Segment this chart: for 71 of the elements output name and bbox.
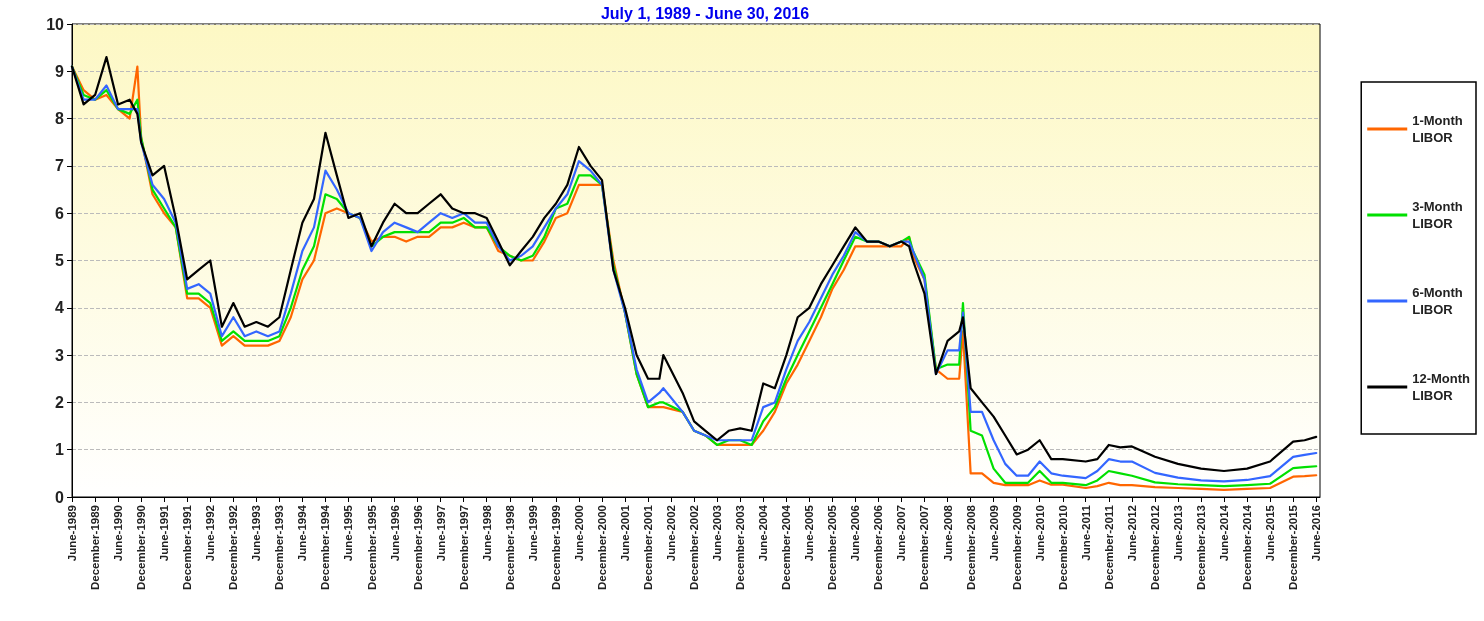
x-tick-label: December-2002 <box>688 505 701 591</box>
x-tick-label: June-2002 <box>665 505 678 562</box>
x-tick-label: December-1997 <box>457 505 470 591</box>
x-tick-label: June-2010 <box>1033 505 1046 562</box>
y-tick-label: 6 <box>55 204 65 222</box>
x-tick-label: December-1990 <box>135 505 148 591</box>
x-tick-label: December-1999 <box>549 505 562 591</box>
x-tick-label: June-2011 <box>1079 504 1092 561</box>
x-tick-label: December-2009 <box>1010 505 1023 591</box>
x-tick-label: December-2011 <box>1102 504 1115 590</box>
x-tick-label: December-1995 <box>365 504 378 591</box>
x-tick-label: June-2005 <box>803 504 816 562</box>
y-tick-label: 3 <box>55 346 65 364</box>
y-tick-label: 9 <box>55 62 65 80</box>
x-tick-label: December-2010 <box>1056 505 1069 591</box>
chart-title: July 1, 1989 - June 30, 2016 <box>600 4 810 22</box>
x-tick-label: June-1990 <box>112 505 125 562</box>
x-tick-label: June-2014 <box>1217 504 1230 562</box>
x-tick-label: December-2013 <box>1195 505 1208 591</box>
x-tick-label: June-2008 <box>941 504 954 562</box>
x-tick-label: December-1992 <box>227 505 240 591</box>
y-tick-label: 2 <box>55 393 65 411</box>
x-tick-label: December-2012 <box>1148 505 1161 591</box>
y-tick-label: 10 <box>46 15 65 33</box>
x-tick-label: June-1994 <box>296 504 309 562</box>
x-tick-label: December-1994 <box>319 504 332 591</box>
x-tick-label: June-2012 <box>1125 505 1138 562</box>
y-tick-label: 4 <box>55 299 65 317</box>
x-tick-label: June-2009 <box>987 505 1000 562</box>
legend-label: 12-Month LIBOR <box>1412 371 1471 403</box>
x-tick-label: June-1993 <box>250 505 263 562</box>
x-tick-label: June-2000 <box>572 505 585 562</box>
x-tick-label: December-2008 <box>964 504 977 591</box>
x-tick-label: June-1999 <box>526 505 539 562</box>
y-tick-label: 8 <box>55 110 65 128</box>
x-tick-label: December-2003 <box>734 505 747 591</box>
x-tick-label: December-1993 <box>273 505 286 591</box>
x-tick-label: June-2006 <box>849 505 862 562</box>
legend-label: 1-Month LIBOR <box>1412 113 1463 145</box>
x-tick-label: June-2015 <box>1264 504 1277 562</box>
x-tick-label: June-1997 <box>434 505 447 562</box>
x-tick-label: December-2014 <box>1241 504 1254 591</box>
y-tick-label: 5 <box>55 252 65 269</box>
x-tick-label: June-1995 <box>342 504 355 562</box>
x-tick-label: December-1989 <box>89 505 102 591</box>
x-tick-label: December-2006 <box>872 505 885 591</box>
x-tick-label: June-1996 <box>388 505 401 562</box>
x-tick-label: December-1991 <box>181 504 194 591</box>
x-tick-label: June-1998 <box>480 504 493 562</box>
legend-label: 6-Month LIBOR <box>1412 285 1463 317</box>
x-tick-label: December-2000 <box>596 505 609 591</box>
y-tick-label: 0 <box>55 488 65 506</box>
x-tick-label: December-2007 <box>918 505 931 591</box>
x-tick-label: June-2007 <box>895 505 908 562</box>
y-tick-label: 7 <box>55 157 65 175</box>
x-tick-label: June-1989 <box>66 505 78 562</box>
x-tick-label: June-1991 <box>158 504 171 562</box>
x-tick-label: December-1996 <box>411 505 424 591</box>
x-tick-label: June-2013 <box>1171 505 1184 562</box>
x-tick-label: December-1998 <box>503 504 516 591</box>
x-tick-label: December-2005 <box>826 504 839 591</box>
legend-label: 3-Month LIBOR <box>1412 199 1463 231</box>
x-tick-label: June-2016 <box>1310 505 1323 562</box>
y-tick-label: 1 <box>55 441 65 459</box>
x-tick-label: June-2004 <box>757 504 770 562</box>
x-tick-label: December-2001 <box>642 504 655 591</box>
x-tick-label: December-2004 <box>780 504 793 591</box>
x-tick-label: June-1992 <box>204 505 217 562</box>
x-tick-label: June-2003 <box>711 505 724 562</box>
x-tick-label: December-2015 <box>1287 504 1300 591</box>
x-tick-label: June-2001 <box>618 504 631 562</box>
